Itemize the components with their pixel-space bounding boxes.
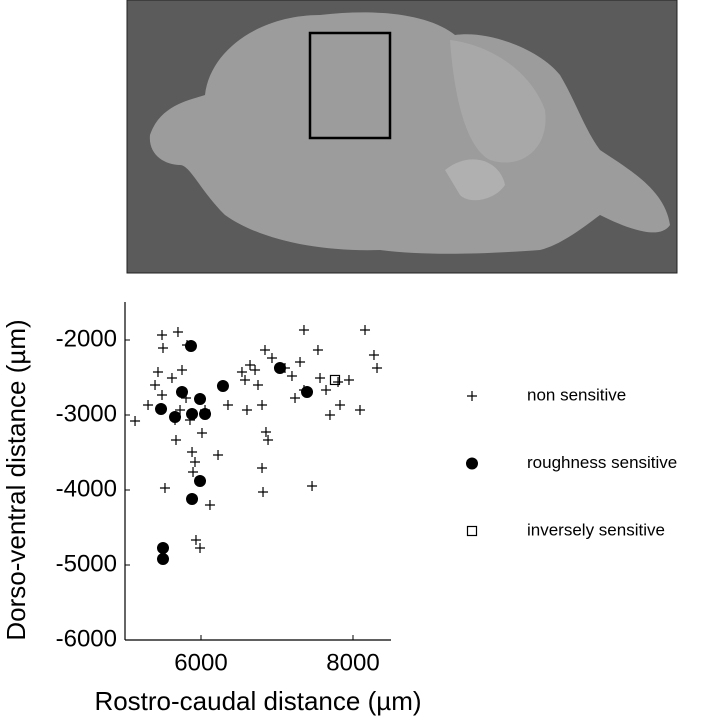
data-point (263, 434, 274, 445)
data-point (368, 350, 379, 360)
data-point (286, 371, 297, 381)
data-point (189, 457, 200, 468)
data-point (194, 393, 207, 406)
data-point (259, 344, 270, 355)
data-point (187, 446, 198, 457)
data-point (166, 373, 177, 384)
data-point (333, 377, 344, 387)
data-point (236, 367, 247, 378)
data-point (329, 374, 341, 386)
data-point (176, 385, 188, 398)
data-point (307, 481, 318, 492)
data-point (298, 325, 309, 336)
brainstem (445, 159, 505, 201)
legend-label: inversely sensitive (527, 520, 665, 539)
data-point (175, 404, 186, 415)
data-point (152, 367, 163, 378)
cerebellum (450, 40, 546, 163)
data-point (204, 500, 215, 510)
y-tick-label: -2000 (56, 325, 117, 352)
data-point (216, 379, 229, 392)
legend-label: roughness sensitive (527, 453, 677, 472)
data-point (372, 362, 383, 373)
data-point (258, 487, 269, 498)
data-point (190, 535, 201, 546)
data-point (159, 482, 170, 493)
data-point (157, 389, 168, 400)
data-point (143, 400, 154, 411)
data-point (170, 434, 181, 445)
data-point (266, 353, 277, 363)
data-point (241, 404, 252, 415)
data-point (186, 408, 199, 421)
y-tick-label: -3000 (56, 400, 117, 427)
data-point (343, 374, 354, 385)
data-point (196, 428, 207, 438)
data-point (158, 343, 168, 354)
data-point (321, 385, 332, 396)
data-point (257, 463, 268, 474)
data-point (335, 400, 346, 411)
data-point (184, 340, 197, 352)
data-point (172, 326, 183, 337)
data-point (312, 344, 323, 355)
data-point (169, 411, 182, 424)
data-point (188, 467, 199, 477)
data-point (354, 404, 365, 415)
data-point (157, 553, 169, 565)
data-point (260, 427, 271, 438)
y-tick-label: -4000 (56, 475, 117, 502)
y-tick-label: -6000 (56, 625, 117, 652)
legend-label: non sensitive (527, 385, 626, 404)
x-axis-label: Rostro-caudal distance (µm) (94, 686, 421, 716)
data-point (194, 475, 207, 487)
data-point (157, 541, 169, 554)
data-point (295, 356, 306, 367)
region-box (308, 31, 392, 140)
brain (149, 12, 671, 254)
data-point (199, 408, 212, 421)
y-tick-label: -5000 (56, 550, 117, 577)
legend-marker (466, 457, 478, 470)
legend-marker (466, 525, 478, 537)
data-point (250, 365, 261, 375)
data-point (177, 365, 187, 375)
data-point (273, 361, 286, 374)
y-axis-label: Dorso-ventral distance (µm) (1, 319, 31, 640)
data-point (301, 385, 314, 398)
data-point (245, 359, 256, 370)
data-point (324, 410, 335, 420)
data-point (186, 493, 199, 505)
brain-photo (126, 0, 678, 274)
data-point (360, 325, 371, 336)
data-point (150, 380, 161, 390)
data-point (130, 416, 141, 426)
data-point (222, 400, 233, 411)
data-point (157, 329, 168, 340)
x-tick-label: 6000 (174, 649, 227, 676)
data-point (155, 403, 168, 415)
data-point (253, 380, 263, 390)
data-point (195, 542, 206, 553)
x-tick-label: 8000 (326, 649, 379, 676)
data-point (240, 374, 251, 385)
data-point (315, 373, 326, 384)
data-point (213, 449, 224, 460)
data-point (257, 400, 268, 411)
legend-marker (467, 391, 477, 401)
data-point (290, 392, 301, 403)
